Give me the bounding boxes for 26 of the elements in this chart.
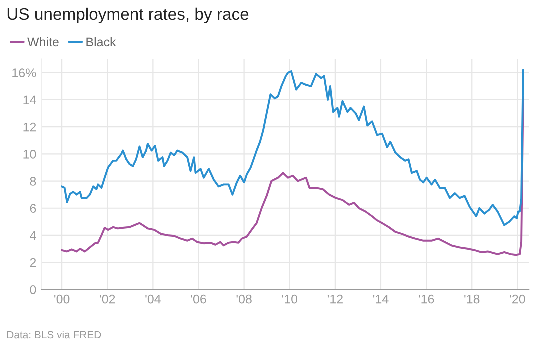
y-tick-label: 12 [24,122,36,132]
x-tick-label: '02 [100,294,116,304]
y-tick-label: 16% [12,68,36,78]
text: Data: BLS via FRED [8,330,102,339]
y-tick-label: 8 [30,177,36,186]
legend-label: Black [86,37,116,47]
x-tick-label: '00 [54,294,70,304]
line-series [61,69,524,226]
x-tick-label: '12 [328,294,343,304]
x-tick-label: '06 [191,294,206,304]
x-tick-label: '10 [282,294,298,304]
y-tick-label: 14 [24,96,36,105]
y-tick-label: 0 [30,285,36,294]
y-tick-label: 10 [24,150,36,159]
y-tick-label: 4 [30,231,36,240]
legend-label: White [28,37,59,47]
y-tick-label: 6 [30,204,36,214]
x-tick-label: '20 [510,294,526,304]
chart-title: US unemployment rates, by race [8,8,249,24]
x-tick-label: '08 [236,294,252,304]
x-tick-label: '16 [419,294,434,304]
x-tick-label: '14 [373,294,389,304]
x-tick-label: '04 [146,294,161,304]
x-tick-label: '18 [464,294,480,304]
line-series [61,96,524,256]
y-tick-label: 2 [30,258,36,268]
